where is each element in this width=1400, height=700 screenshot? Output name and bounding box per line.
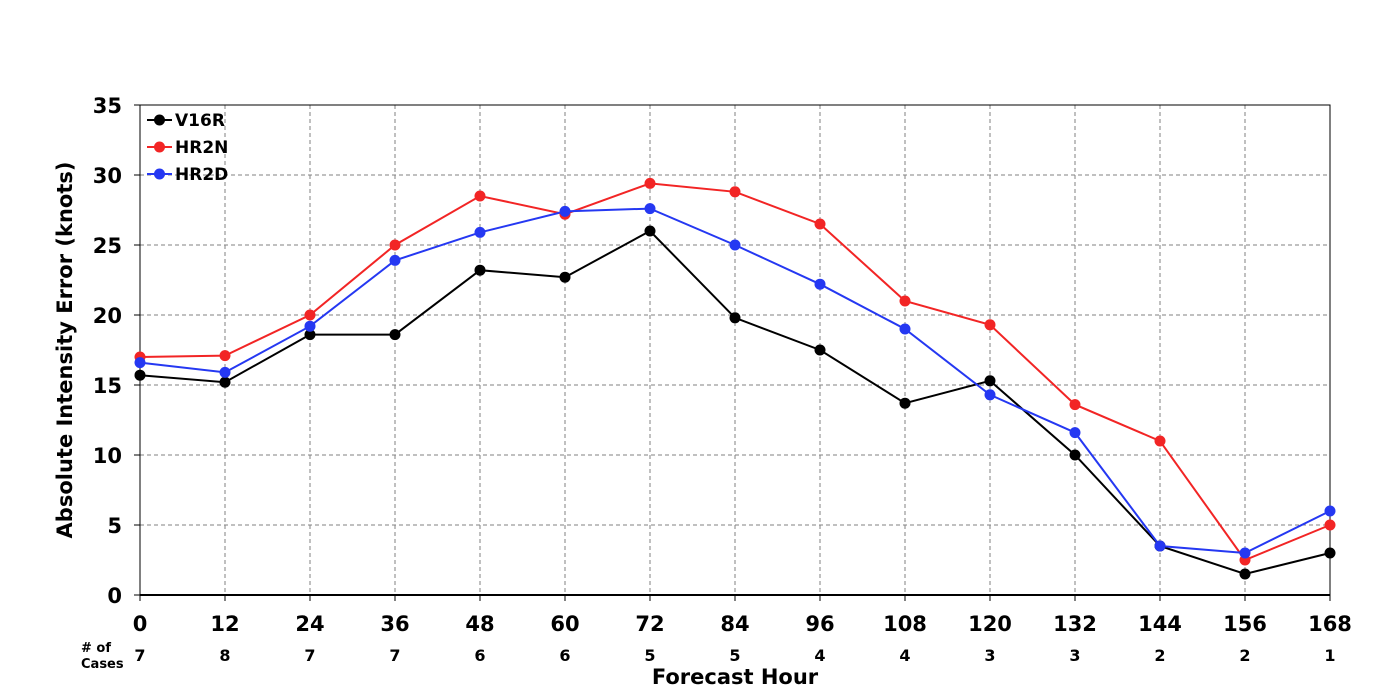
data-point-v16r (729, 312, 741, 324)
data-point-v16r (899, 397, 911, 409)
data-point-hr2d (389, 254, 401, 266)
case-count-label: 2 (1154, 646, 1165, 665)
case-count-label: 5 (644, 646, 655, 665)
case-count-label: 3 (1069, 646, 1080, 665)
data-point-hr2d (134, 357, 146, 369)
data-point-hr2n (474, 190, 486, 202)
data-point-hr2d (899, 323, 911, 335)
case-count-label: 4 (814, 646, 825, 665)
x-tick-label: 156 (1223, 612, 1267, 636)
data-point-hr2d (1154, 540, 1166, 552)
data-point-v16r (1069, 449, 1081, 461)
legend-label-hr2n: HR2N (175, 138, 228, 158)
x-tick-label: 144 (1138, 612, 1182, 636)
case-count-label: 6 (559, 646, 570, 665)
data-point-hr2d (219, 366, 231, 378)
data-point-hr2d (474, 226, 486, 238)
case-count-label: 2 (1239, 646, 1250, 665)
data-point-hr2d (644, 203, 656, 215)
y-tick-label: 20 (93, 304, 122, 328)
y-tick-label: 15 (93, 374, 122, 398)
data-point-hr2d (304, 320, 316, 332)
data-point-hr2n (984, 319, 996, 331)
x-tick-label: 0 (133, 612, 148, 636)
data-point-v16r (644, 225, 656, 237)
x-axis-title: Forecast Hour (652, 665, 819, 689)
y-tick-label: 25 (93, 234, 122, 258)
data-point-hr2d (1324, 505, 1336, 517)
data-point-hr2d (814, 278, 826, 290)
case-count-label: 6 (474, 646, 485, 665)
case-count-label: 3 (984, 646, 995, 665)
data-point-v16r (134, 369, 146, 381)
data-point-hr2n (814, 218, 826, 230)
data-point-hr2n (899, 295, 911, 307)
legend-label-hr2d: HR2D (175, 165, 228, 185)
data-point-v16r (389, 329, 401, 341)
data-point-v16r (984, 375, 996, 387)
case-count-label: 5 (729, 646, 740, 665)
y-tick-label: 5 (107, 514, 122, 538)
data-point-hr2d (984, 389, 996, 401)
x-tick-label: 84 (720, 612, 749, 636)
data-point-hr2d (1069, 427, 1081, 439)
axis-ticks: 0712824736748660672584596410841203132314… (93, 94, 1352, 665)
y-axis-title: Absolute Intensity Error (knots) (53, 162, 77, 539)
x-tick-label: 60 (550, 612, 579, 636)
data-point-v16r (474, 264, 486, 276)
case-count-label: 4 (899, 646, 910, 665)
data-point-hr2d (1239, 547, 1251, 559)
case-count-label: 1 (1324, 646, 1335, 665)
data-point-hr2n (729, 186, 741, 198)
grid (140, 105, 1330, 595)
data-point-v16r (559, 271, 571, 283)
x-tick-label: 48 (465, 612, 494, 636)
x-tick-label: 108 (883, 612, 927, 636)
y-tick-label: 10 (93, 444, 122, 468)
y-tick-label: 0 (107, 584, 122, 608)
data-point-hr2n (1324, 519, 1336, 531)
x-tick-label: 132 (1053, 612, 1097, 636)
data-point-v16r (814, 344, 826, 356)
x-tick-label: 72 (635, 612, 664, 636)
y-tick-label: 30 (93, 164, 122, 188)
data-point-hr2d (559, 205, 571, 217)
y-tick-label: 35 (93, 94, 122, 118)
x-tick-label: 12 (210, 612, 239, 636)
data-point-hr2n (1154, 435, 1166, 447)
legend-marker-v16r (154, 114, 165, 126)
case-count-label: 7 (134, 646, 145, 665)
data-point-v16r (304, 329, 316, 341)
x-tick-label: 36 (380, 612, 409, 636)
case-count-label: 8 (219, 646, 230, 665)
data-point-hr2d (729, 239, 741, 251)
data-point-hr2n (389, 239, 401, 251)
legend-label-v16r: V16R (175, 111, 225, 131)
cases-header-line1: # of (81, 641, 111, 656)
legend-marker-hr2d (154, 168, 165, 180)
case-count-label: 7 (389, 646, 400, 665)
legend: V16R HR2N HR2D (147, 111, 228, 185)
x-tick-label: 24 (295, 612, 324, 636)
case-count-label: 7 (304, 646, 315, 665)
data-point-v16r (1324, 547, 1336, 559)
x-tick-label: 96 (805, 612, 834, 636)
data-point-hr2n (644, 177, 656, 189)
data-point-hr2n (304, 309, 316, 321)
series-lines (134, 177, 1336, 580)
x-tick-label: 120 (968, 612, 1012, 636)
legend-marker-hr2n (154, 141, 165, 153)
data-point-v16r (219, 376, 231, 388)
data-point-hr2n (1069, 399, 1081, 411)
data-point-hr2n (219, 350, 231, 362)
x-tick-label: 168 (1308, 612, 1352, 636)
data-point-v16r (1239, 568, 1251, 580)
cases-header-line2: Cases (81, 657, 124, 672)
